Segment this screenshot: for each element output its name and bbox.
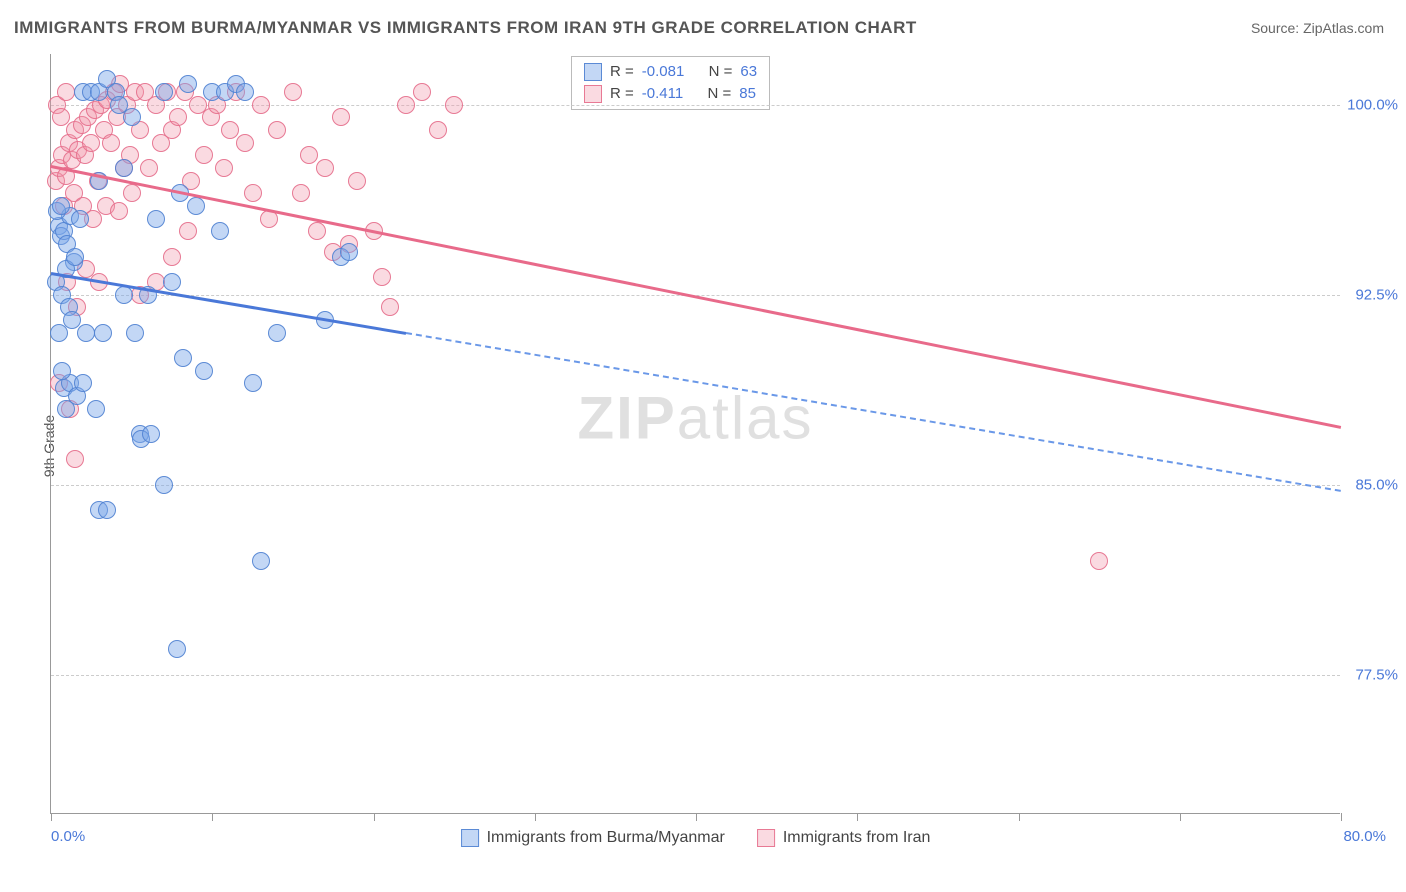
x-tick	[857, 813, 858, 821]
scatter-point-blue	[123, 108, 141, 126]
scatter-point-blue	[155, 476, 173, 494]
legend-swatch-blue	[584, 63, 602, 81]
scatter-point-blue	[74, 374, 92, 392]
legend-swatch-pink	[757, 829, 775, 847]
scatter-point-pink	[123, 184, 141, 202]
y-tick-label: 92.5%	[1355, 286, 1398, 303]
scatter-point-blue	[147, 210, 165, 228]
series-legend: Immigrants from Burma/Myanmar Immigrants …	[461, 829, 931, 847]
scatter-point-pink	[169, 108, 187, 126]
scatter-point-blue	[340, 243, 358, 261]
scatter-point-pink	[332, 108, 350, 126]
y-tick-label: 77.5%	[1355, 666, 1398, 683]
scatter-point-pink	[413, 83, 431, 101]
scatter-point-pink	[284, 83, 302, 101]
scatter-point-pink	[252, 96, 270, 114]
gridline	[51, 675, 1340, 676]
scatter-point-blue	[155, 83, 173, 101]
x-axis-max-label: 80.0%	[1343, 828, 1386, 845]
scatter-point-blue	[115, 159, 133, 177]
scatter-point-pink	[292, 184, 310, 202]
scatter-point-blue	[53, 362, 71, 380]
scatter-point-blue	[87, 400, 105, 418]
scatter-point-blue	[98, 501, 116, 519]
chart-container: IMMIGRANTS FROM BURMA/MYANMAR VS IMMIGRA…	[0, 0, 1406, 892]
x-tick	[374, 813, 375, 821]
scatter-point-pink	[373, 268, 391, 286]
x-tick	[1180, 813, 1181, 821]
trend-line-blue-dashed	[406, 332, 1342, 492]
scatter-point-pink	[179, 222, 197, 240]
x-tick	[212, 813, 213, 821]
scatter-point-pink	[110, 202, 128, 220]
scatter-point-pink	[195, 146, 213, 164]
scatter-point-pink	[300, 146, 318, 164]
scatter-point-blue	[179, 75, 197, 93]
y-tick-label: 85.0%	[1355, 476, 1398, 493]
correlation-legend: R = -0.081 N = 63R = -0.411 N = 85	[571, 56, 770, 110]
scatter-point-pink	[1090, 552, 1108, 570]
legend-row: R = -0.081 N = 63	[584, 61, 757, 83]
legend-row: R = -0.411 N = 85	[584, 83, 757, 105]
gridline	[51, 485, 1340, 486]
scatter-point-pink	[381, 298, 399, 316]
scatter-point-pink	[66, 450, 84, 468]
series-legend-item: Immigrants from Burma/Myanmar	[461, 829, 725, 847]
gridline	[51, 105, 1340, 106]
scatter-point-blue	[66, 248, 84, 266]
scatter-point-blue	[50, 324, 68, 342]
y-tick-label: 100.0%	[1347, 96, 1398, 113]
scatter-point-blue	[236, 83, 254, 101]
scatter-point-blue	[268, 324, 286, 342]
chart-title: IMMIGRANTS FROM BURMA/MYANMAR VS IMMIGRA…	[14, 18, 917, 38]
scatter-point-pink	[316, 159, 334, 177]
scatter-point-blue	[252, 552, 270, 570]
legend-swatch-pink	[584, 85, 602, 103]
source-label: Source: ZipAtlas.com	[1251, 20, 1384, 36]
scatter-point-pink	[102, 134, 120, 152]
scatter-point-pink	[52, 108, 70, 126]
scatter-point-blue	[52, 197, 70, 215]
plot-area: ZIPatlas R = -0.081 N = 63R = -0.411 N =…	[50, 54, 1340, 814]
scatter-point-blue	[94, 324, 112, 342]
x-tick	[51, 813, 52, 821]
x-tick	[535, 813, 536, 821]
scatter-point-blue	[174, 349, 192, 367]
x-axis-min-label: 0.0%	[51, 828, 85, 845]
scatter-point-blue	[126, 324, 144, 342]
scatter-point-pink	[57, 83, 75, 101]
scatter-point-pink	[348, 172, 366, 190]
x-tick	[696, 813, 697, 821]
scatter-point-pink	[140, 159, 158, 177]
scatter-point-blue	[211, 222, 229, 240]
scatter-point-blue	[71, 210, 89, 228]
scatter-point-pink	[445, 96, 463, 114]
x-tick	[1019, 813, 1020, 821]
scatter-point-pink	[244, 184, 262, 202]
scatter-point-pink	[268, 121, 286, 139]
x-tick	[1341, 813, 1342, 821]
scatter-point-blue	[187, 197, 205, 215]
series-legend-item: Immigrants from Iran	[757, 829, 931, 847]
scatter-point-pink	[429, 121, 447, 139]
scatter-point-blue	[244, 374, 262, 392]
scatter-point-blue	[142, 425, 160, 443]
scatter-point-pink	[215, 159, 233, 177]
trend-line-pink	[51, 165, 1342, 429]
scatter-point-pink	[308, 222, 326, 240]
legend-swatch-blue	[461, 829, 479, 847]
scatter-point-blue	[163, 273, 181, 291]
scatter-point-pink	[236, 134, 254, 152]
scatter-point-pink	[397, 96, 415, 114]
scatter-point-blue	[195, 362, 213, 380]
scatter-point-pink	[163, 248, 181, 266]
scatter-point-blue	[168, 640, 186, 658]
